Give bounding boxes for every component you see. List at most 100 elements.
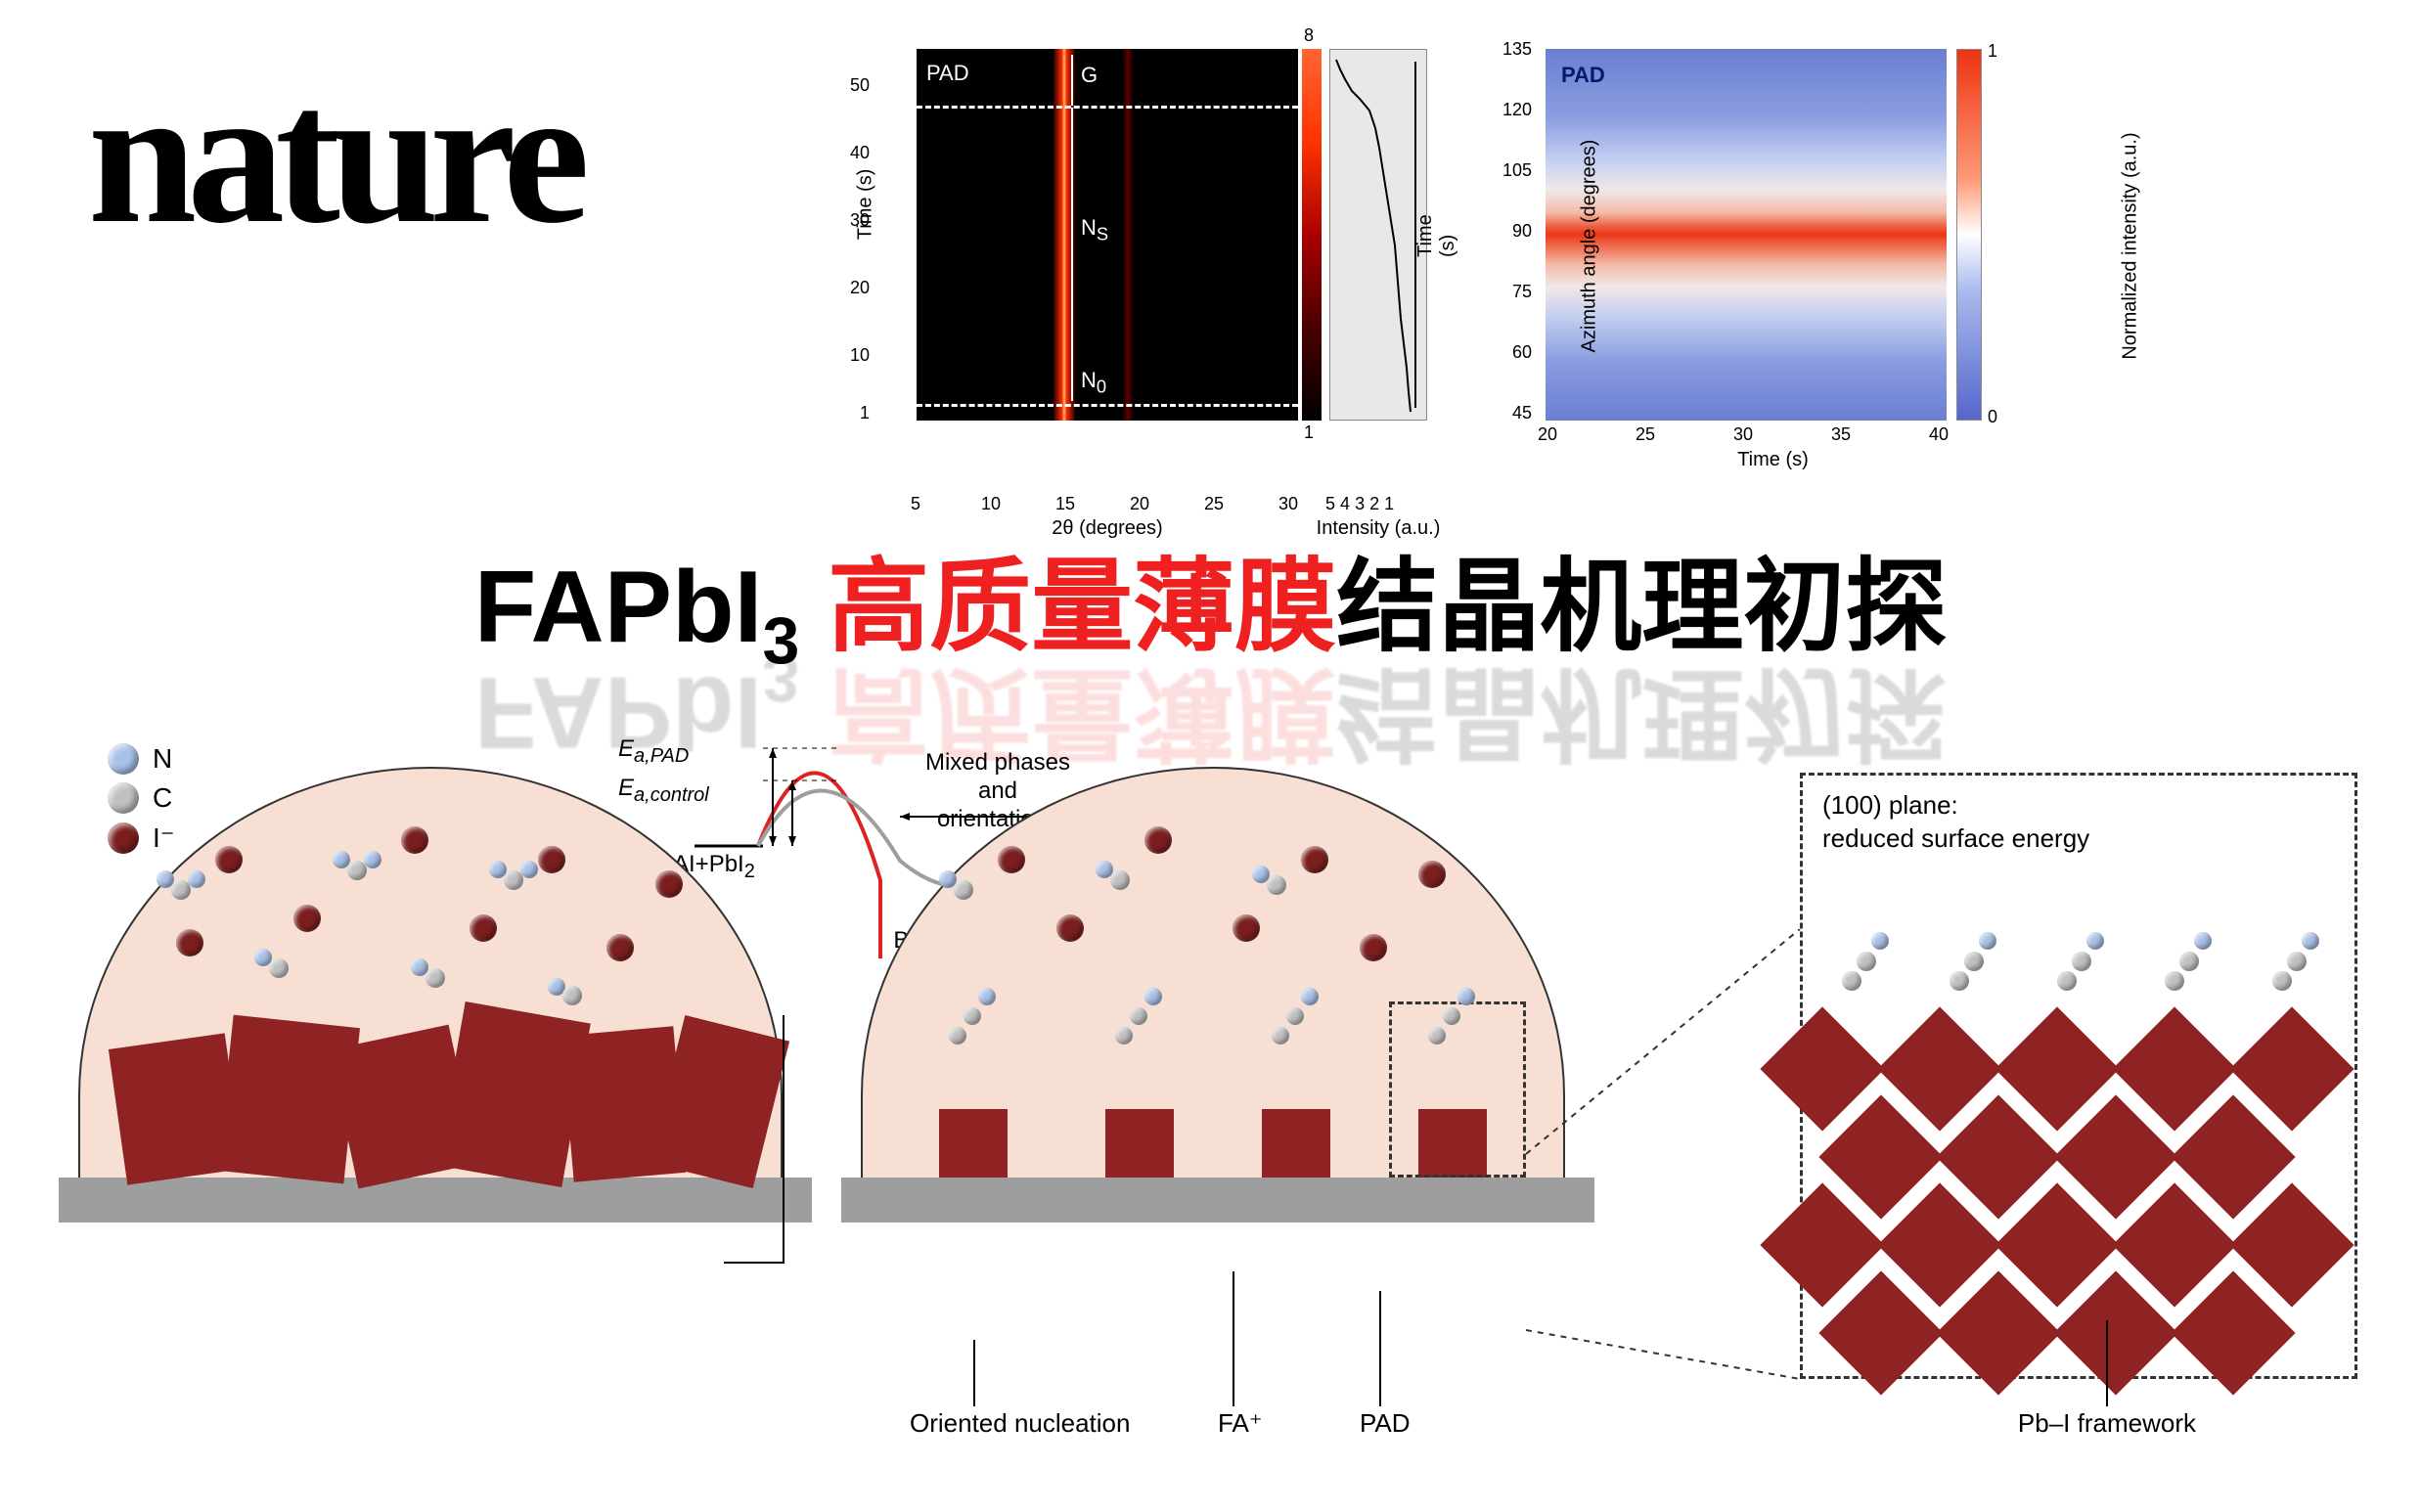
surf-chain [1950,971,1969,991]
zoom-box [1389,1001,1526,1178]
heatmap2-canvas: PAD [1546,49,1947,421]
atom-i [1144,826,1172,854]
hm1-ytick: 40 [840,143,870,163]
atom-i [1056,914,1084,942]
hm2-ytick: 135 [1502,39,1532,60]
atom-c [1267,875,1286,895]
atom-i [215,846,243,873]
atom-n [520,861,538,878]
atom-n [188,870,205,888]
label-fa: FA⁺ [1218,1408,1263,1439]
hm1-xtick: 20 [1130,494,1149,514]
label-pbi-framework: Pb–I framework [2018,1408,2196,1439]
hm2-ytick: 90 [1512,221,1532,242]
surf-chain [1871,932,1889,950]
leader-pbi [2106,1320,2108,1406]
pad-chain [1130,1007,1147,1025]
pad-chain [949,1027,966,1045]
hm1-ytick: 10 [840,345,870,366]
heatmap2-colorbar [1956,49,1982,421]
hm2-xtick: 40 [1929,424,1949,445]
hm1-ytick: 30 [840,210,870,231]
pbi-framework-panel: (100) plane: reduced surface energy [1800,773,2357,1379]
schematic-diagram: N C I⁻ Ea,PAD Ea,control AI+PbI2 Mixed p… [59,743,2357,1477]
hm1-ytick: 1 [840,403,870,423]
leader-pad [1379,1291,1381,1406]
heatmap1-label-g: G [1081,63,1098,88]
hm2-xtick: 25 [1636,424,1655,445]
surf-chain [2287,952,2307,971]
hm2-ytick: 60 [1512,342,1532,363]
hm1-xtick: 15 [1055,494,1075,514]
atom-i [655,870,683,898]
atom-i [176,929,203,956]
heatmap1-label-n0: N0 [1081,368,1106,397]
atom-n [364,851,381,868]
surf-chain [1964,952,1984,971]
pad-chain [1443,1007,1460,1025]
label-pad: PAD [1360,1408,1411,1439]
hm1-ytick: 50 [840,75,870,96]
surf-chain [2086,932,2104,950]
surf-chain [1979,932,1996,950]
heatmap1-arrow-g [1071,55,1073,106]
atom-i [470,914,497,942]
atom-i [998,846,1025,873]
pad-chain [1428,1027,1446,1045]
heatmap1-arrow-ns [1071,108,1073,401]
crystal-oriented [1105,1109,1174,1178]
leader-control [783,1015,785,1262]
hm2-cbar-min: 0 [1988,407,1997,427]
atom-i [401,826,428,854]
hm1-xtick: 5 [911,494,920,514]
atom-i [538,846,565,873]
crystal-oriented [939,1109,1008,1178]
heatmap1-canvas: PAD G NS N0 [917,49,1298,421]
intensity-panel [1329,49,1427,421]
atom-c [269,958,289,978]
heatmap1-colorbar [1302,49,1322,421]
atom-c [562,986,582,1005]
hm2-ytick: 105 [1502,160,1532,181]
hm1-xtick: 30 [1278,494,1298,514]
atom-i [293,905,321,932]
atom-i [1233,914,1260,942]
atom-i [1418,861,1446,888]
heatmap2-xlabel: Time (s) [1737,449,1809,471]
atom-c [954,880,973,900]
hm1-ytick: 20 [840,278,870,298]
atom-i [606,934,634,961]
heatmap2-cbar-label: Normalized intensity (a.u.) [2120,132,2142,359]
pad-chain [1144,988,1162,1005]
pbi-checker [1803,1040,2354,1376]
label-oriented-nucleation: Oriented nucleation [910,1408,1130,1439]
dome-pad [841,743,1594,1223]
hm1-xtick: 10 [981,494,1001,514]
hm2-ytick: 75 [1512,282,1532,302]
intensity-ylabel: Time (s) [1414,214,1459,257]
heatmap1-dash-g [917,106,1298,109]
atom-i [1360,934,1387,961]
nature-logo: nature [88,44,580,268]
hm2-xtick: 30 [1733,424,1753,445]
heatmap1-dash-n0 [917,404,1298,407]
hm2-xtick: 35 [1831,424,1851,445]
surf-chain [2179,952,2199,971]
pad-chain [978,988,996,1005]
surf-chain [2302,932,2319,950]
heatmap1-label-pad: PAD [926,61,969,86]
intensity-xtick: 5 4 3 2 1 [1325,494,1394,514]
atom-c [426,968,445,988]
surf-chain [1857,952,1876,971]
heatmap1-sub-band [1122,49,1134,421]
pad-chain [1301,988,1319,1005]
label-100-plane: (100) plane: reduced surface energy [1822,789,2089,856]
surf-chain [1842,971,1861,991]
leader-fa [1233,1271,1234,1406]
leader-oriented [973,1340,975,1406]
hm1-xtick: 25 [1204,494,1224,514]
substrate-1 [59,1178,812,1223]
dome-control [59,743,812,1223]
surf-chain [2165,971,2184,991]
heatmap2-ylabel: Azimuth angle (degrees) [1578,140,1600,353]
